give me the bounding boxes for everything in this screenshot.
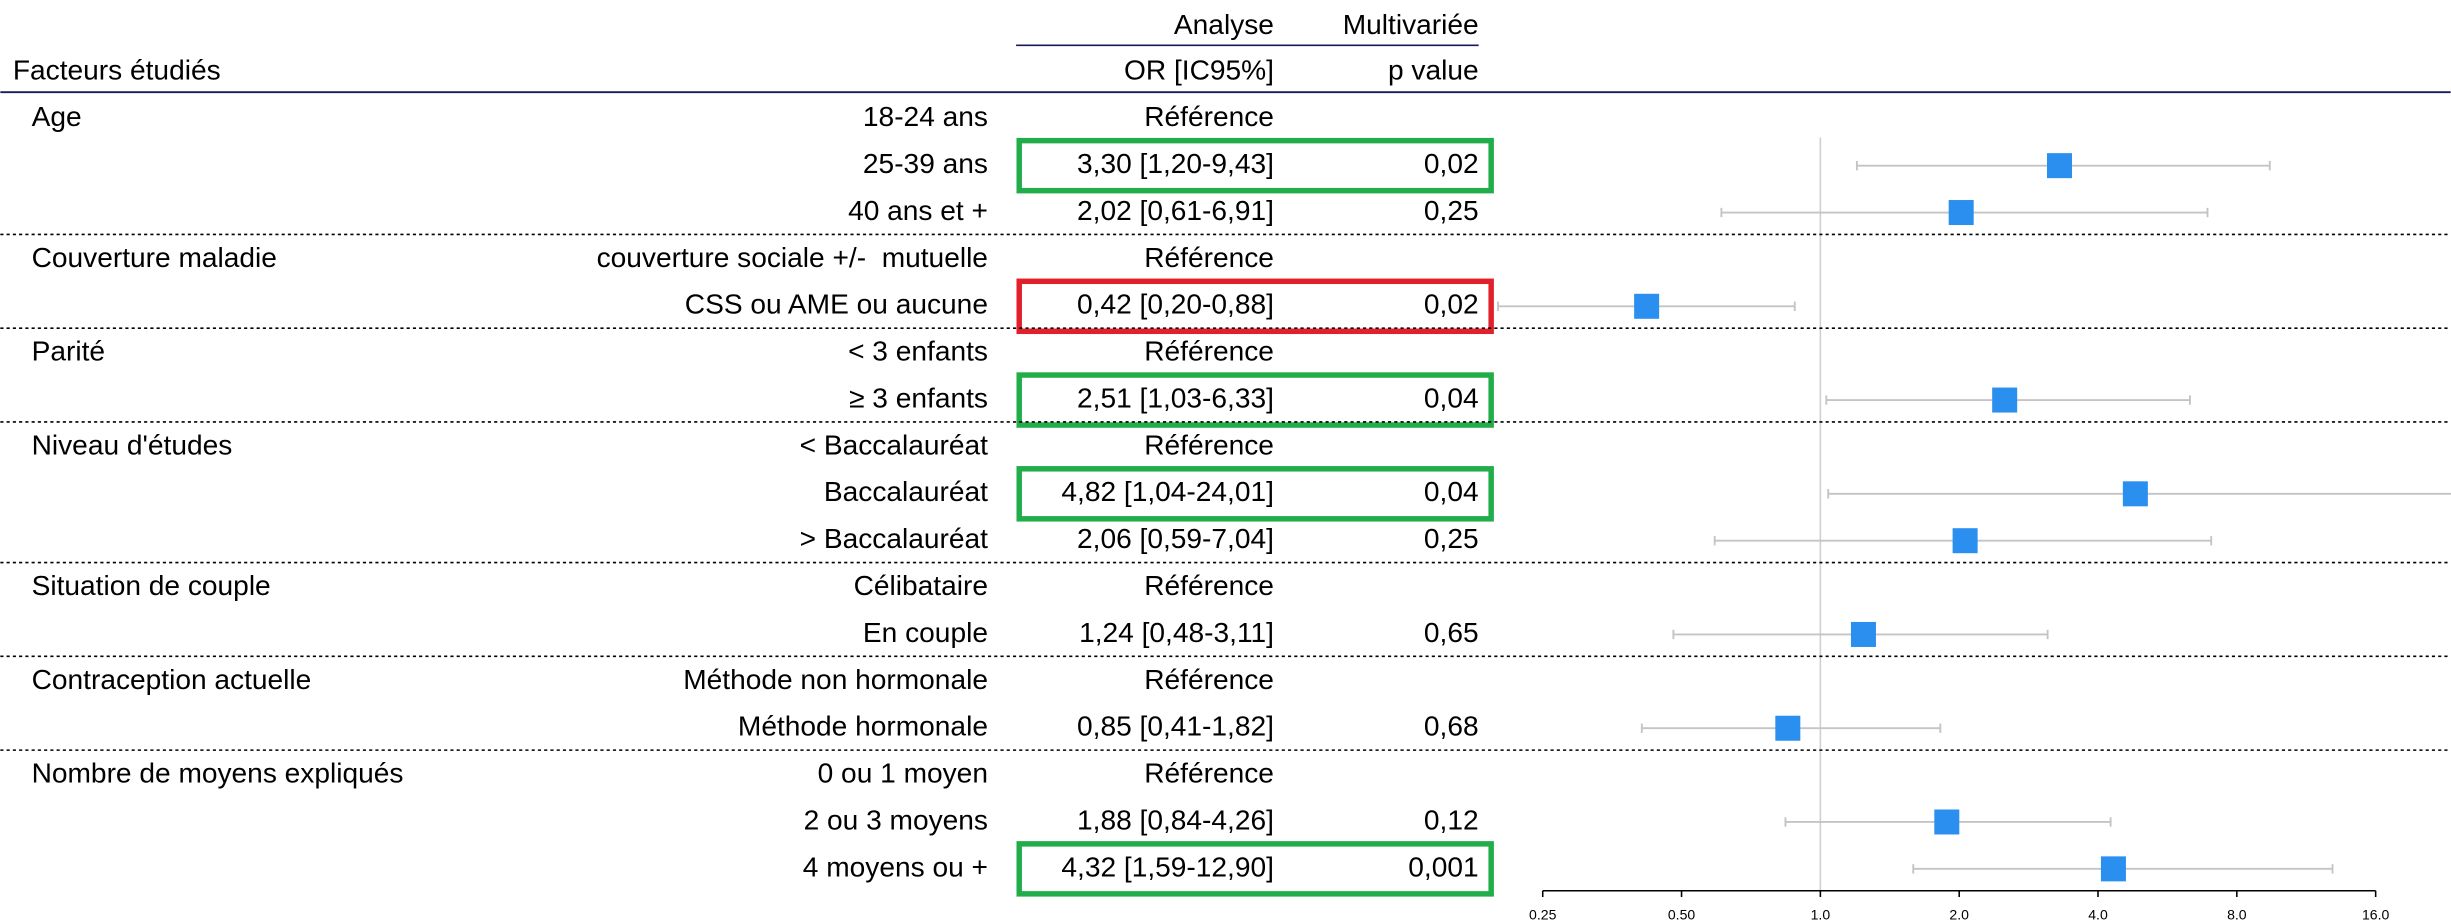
or-text: Référence (1144, 570, 1274, 601)
factor-label: Parité (32, 336, 105, 367)
or-text: 2,51 [1,03-6,33] (1077, 382, 1274, 413)
level-label: 2 ou 3 moyens (804, 804, 988, 835)
p-value: 0,25 (1424, 195, 1479, 226)
x-tick-label: 0.50 (1668, 906, 1696, 922)
level-label: Méthode non hormonale (683, 664, 988, 695)
level-label: CSS ou AME ou aucune (685, 289, 988, 320)
level-label: < 3 enfants (848, 336, 988, 367)
highlight-box (1016, 841, 1494, 897)
header-p: p value (1388, 54, 1479, 85)
p-value: 0,04 (1424, 476, 1479, 507)
factor-label: Age (32, 101, 82, 132)
highlight-box (1016, 372, 1494, 428)
or-text: Référence (1144, 758, 1274, 789)
factor-label: Couverture maladie (32, 242, 277, 273)
p-value: 0,65 (1424, 617, 1479, 648)
factor-label: Nombre de moyens expliqués (32, 758, 404, 789)
or-marker (2046, 153, 2072, 179)
p-value: 0,02 (1424, 289, 1479, 320)
or-text: 2,06 [0,59-7,04] (1077, 523, 1274, 554)
x-tick-label: 4.0 (2088, 906, 2108, 922)
header-analysis-kind: Multivariée (1343, 9, 1479, 40)
or-text: 0,85 [0,41-1,82] (1077, 711, 1274, 742)
or-marker (1948, 200, 1974, 226)
level-label: 40 ans et + (848, 195, 988, 226)
or-text: 0,42 [0,20-0,88] (1077, 289, 1274, 320)
p-value: 0,02 (1424, 148, 1479, 179)
or-marker (1934, 809, 1960, 835)
level-label: Célibataire (854, 570, 988, 601)
or-marker (1992, 387, 2018, 413)
header-or: OR [IC95%] (1124, 54, 1274, 85)
or-marker (1850, 621, 1876, 647)
or-marker (1775, 715, 1801, 741)
p-value: 0,68 (1424, 711, 1479, 742)
level-label: Méthode hormonale (738, 711, 988, 742)
x-tick-label: 0.25 (1529, 906, 1557, 922)
level-label: 4 moyens ou + (803, 851, 988, 882)
highlight-box (1016, 278, 1494, 335)
x-tick-label: 1.0 (1811, 906, 1831, 922)
level-label: ≥ 3 enfants (849, 382, 988, 413)
header-factors: Facteurs étudiés (13, 54, 221, 85)
level-label: 18-24 ans (863, 101, 988, 132)
or-text: Référence (1144, 336, 1274, 367)
level-label: couverture sociale +/- mutuelle (597, 242, 988, 273)
x-tick-label: 16.0 (2362, 906, 2390, 922)
or-text: Référence (1144, 664, 1274, 695)
or-text: 3,30 [1,20-9,43] (1077, 148, 1274, 179)
factor-label: Situation de couple (32, 570, 271, 601)
or-text: Référence (1144, 101, 1274, 132)
factor-label: Contraception actuelle (32, 664, 312, 695)
or-text: 1,88 [0,84-4,26] (1077, 804, 1274, 835)
header-analysis: Analyse (1174, 9, 1274, 40)
p-value: 0,04 (1424, 382, 1479, 413)
or-marker (2100, 856, 2126, 882)
level-label: Baccalauréat (824, 476, 988, 507)
or-marker (2122, 481, 2148, 507)
or-text: 4,32 [1,59-12,90] (1061, 851, 1274, 882)
p-value: 0,12 (1424, 804, 1479, 835)
level-label: 0 ou 1 moyen (818, 758, 988, 789)
or-text: 1,24 [0,48-3,11] (1079, 617, 1274, 648)
or-text: Référence (1144, 429, 1274, 460)
or-text: 4,82 [1,04-24,01] (1061, 476, 1274, 507)
highlight-box (1016, 137, 1494, 194)
or-marker (1952, 528, 1978, 554)
p-value: 0,25 (1424, 523, 1479, 554)
or-text: 2,02 [0,61-6,91] (1077, 195, 1274, 226)
level-label: < Baccalauréat (800, 429, 988, 460)
p-value: 0,001 (1408, 851, 1478, 882)
x-tick-label: 2.0 (1949, 906, 1969, 922)
level-label: En couple (863, 617, 988, 648)
level-label: > Baccalauréat (800, 523, 988, 554)
or-text: Référence (1144, 242, 1274, 273)
x-tick-label: 8.0 (2227, 906, 2247, 922)
factor-label: Niveau d'études (32, 429, 233, 460)
level-label: 25-39 ans (863, 148, 988, 179)
highlight-box (1016, 466, 1494, 522)
or-marker (1634, 293, 1660, 319)
